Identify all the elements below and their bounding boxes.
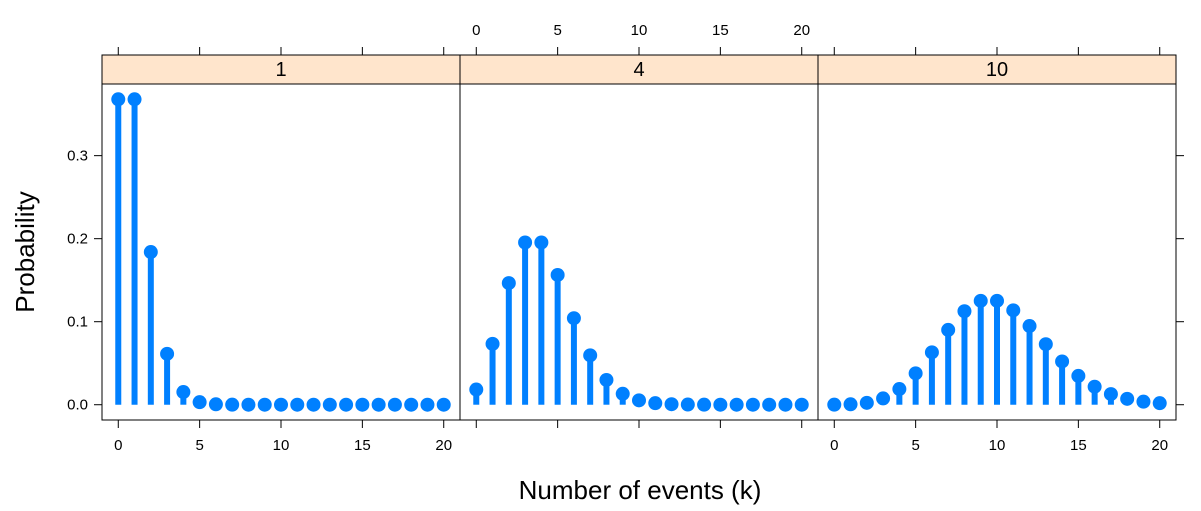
data-point [306,397,321,412]
data-point [1087,379,1102,394]
y-axis-title: Probability [10,191,40,312]
data-point [1006,303,1021,318]
data-point [485,336,500,351]
data-point [420,397,435,412]
data-point [778,397,793,412]
data-point [729,397,744,412]
data-point [290,397,305,412]
data-point [387,397,402,412]
data-point [322,397,337,412]
data-point [973,293,988,308]
data-point [160,346,175,361]
data-point [713,397,728,412]
data-point [1136,394,1151,409]
x-tick-label: 5 [195,437,203,454]
data-point [355,397,370,412]
x-tick-label: 10 [631,22,648,39]
data-point [908,366,923,381]
axes: 0 0 0 5 5 5 10 10 10 15 15 15 20 20 20 0.0 0.1 0.2 0.3 [67,22,1184,454]
data-point [583,348,598,363]
data-point [208,397,223,412]
data-point [1103,387,1118,402]
x-tick-label: 5 [911,437,919,454]
strip-label: 10 [986,59,1008,81]
data-point [339,397,354,412]
strip-label: 4 [633,59,644,81]
data-point [518,235,533,250]
x-tick-label: 15 [354,437,371,454]
panel-4: 4 [459,54,819,421]
data-point [241,397,256,412]
data-point [697,397,712,412]
data-point [1038,337,1053,352]
data-point [762,397,777,412]
y-tick-label: 0.3 [67,148,88,165]
data-point [827,397,842,412]
data-point [843,397,858,412]
y-tick-label: 0.1 [67,314,88,331]
panels: 1 4 10 [101,54,1177,421]
data-point [111,92,126,107]
data-point [176,385,191,400]
data-point [469,382,484,397]
data-point [990,293,1004,308]
data-point [1022,319,1037,334]
data-point [957,304,972,319]
data-point [632,393,646,408]
x-tick-label: 20 [435,437,452,454]
data-point [371,397,386,412]
data-point [257,397,272,412]
data-point [192,395,207,410]
data-point [745,397,760,412]
data-point [1055,354,1070,369]
data-point [566,311,581,326]
data-point [1152,396,1167,411]
y-tick-label: 0.0 [67,397,88,414]
data-point [436,397,451,412]
data-point [550,267,565,282]
panel-frame [459,83,819,421]
x-tick-label: 5 [553,22,561,39]
data-point [1120,391,1135,406]
x-tick-label: 10 [273,437,290,454]
data-point [615,386,630,401]
data-point [892,382,907,397]
strip-label: 1 [275,59,286,81]
x-tick-label: 15 [712,22,729,39]
x-tick-label: 0 [830,437,838,454]
data-point [648,396,663,411]
x-tick-label: 20 [793,22,810,39]
data-point [859,395,874,410]
data-point [680,397,695,412]
data-point [599,372,614,387]
data-point [274,397,288,412]
data-point [127,92,142,107]
data-point [924,345,939,360]
x-tick-label: 20 [1151,437,1168,454]
data-point [225,397,240,412]
data-point [794,397,809,412]
data-point [1071,368,1086,383]
data-point [876,391,891,406]
data-point [664,397,679,412]
panel-10: 10 [817,54,1177,421]
x-tick-label: 15 [1070,437,1087,454]
data-point [404,397,419,412]
data-point [143,245,158,260]
x-tick-label: 0 [472,22,480,39]
data-point [941,322,956,337]
data-point [534,235,549,250]
x-tick-label: 0 [114,437,122,454]
strip-10 [817,54,1177,85]
x-axis-title: Number of events (k) [519,475,762,505]
strip-1 [101,54,461,85]
x-tick-label: 10 [989,437,1006,454]
data-point [501,276,516,291]
panel-1: 1 [101,54,461,421]
y-tick-label: 0.2 [67,231,88,248]
